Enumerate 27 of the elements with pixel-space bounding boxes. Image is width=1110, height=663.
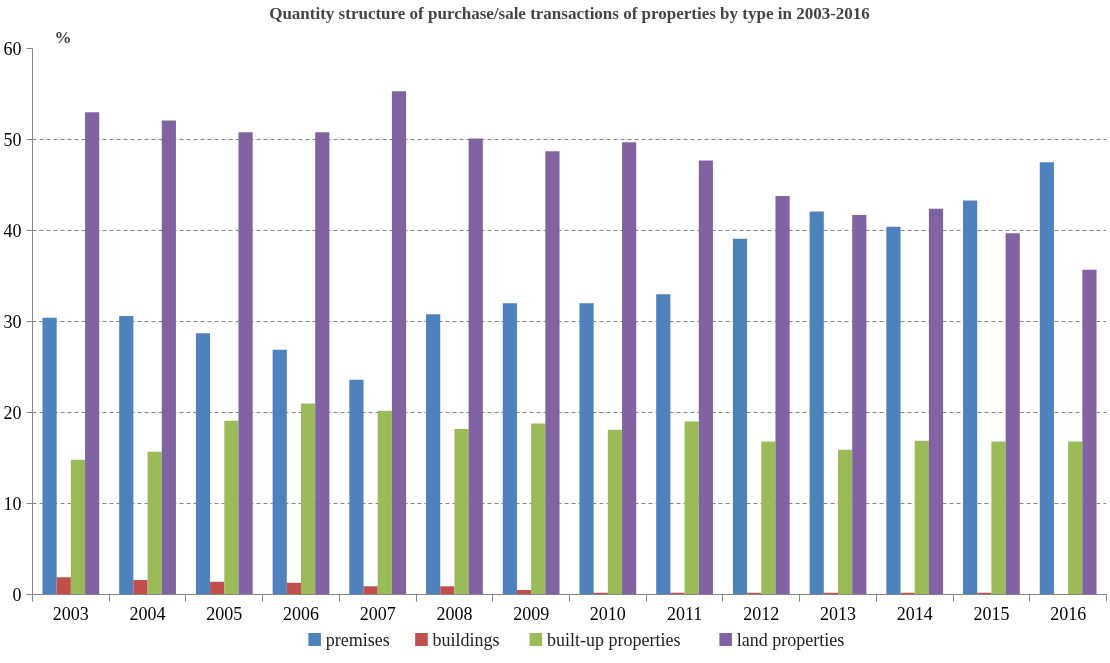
y-tick-label: 0 bbox=[12, 585, 22, 605]
x-tick-label: 2014 bbox=[896, 603, 933, 624]
x-tick-label: 2015 bbox=[973, 603, 1010, 624]
chart-title: Quantity structure of purchase/sale transactions of properties by type in 2003-2016 bbox=[269, 3, 870, 23]
x-tick-label: 2003 bbox=[52, 603, 89, 624]
y-tick-label: 10 bbox=[3, 494, 22, 514]
legend-label: premises bbox=[325, 629, 390, 650]
y-tick-label: 30 bbox=[3, 312, 22, 332]
y-tick-label: 20 bbox=[3, 403, 22, 423]
x-tick-label: 2011 bbox=[666, 603, 703, 624]
legend-label: built-up properties bbox=[546, 629, 681, 650]
y-tick-label: 40 bbox=[3, 221, 22, 241]
x-tick-label: 2016 bbox=[1050, 603, 1087, 624]
legend-label: buildings bbox=[432, 629, 500, 650]
x-tick-label: 2004 bbox=[129, 603, 166, 624]
y-axis-title: % bbox=[54, 27, 72, 47]
x-tick-label: 2006 bbox=[283, 603, 319, 624]
x-tick-label: 2013 bbox=[820, 603, 856, 624]
x-tick-label: 2010 bbox=[589, 603, 626, 624]
y-tick-label: 50 bbox=[3, 130, 22, 150]
x-tick-label: 2007 bbox=[359, 603, 396, 624]
legend-label: land properties bbox=[736, 629, 845, 650]
x-tick-label: 2012 bbox=[743, 603, 780, 624]
x-tick-label: 2005 bbox=[206, 603, 243, 624]
x-tick-label: 2008 bbox=[436, 603, 473, 624]
x-tick-label: 2009 bbox=[513, 603, 550, 624]
y-tick-label: 60 bbox=[3, 39, 22, 59]
